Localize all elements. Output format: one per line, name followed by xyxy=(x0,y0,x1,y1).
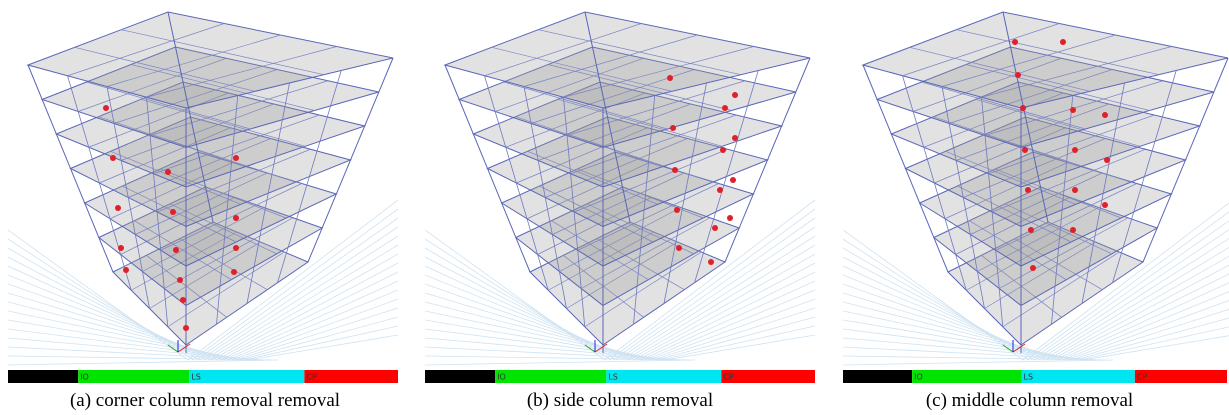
plastic-hinge xyxy=(1102,202,1108,208)
plastic-hinge xyxy=(1104,157,1110,163)
plastic-hinge xyxy=(712,225,718,231)
ground-grid xyxy=(425,360,695,365)
legend-label: IO xyxy=(914,373,923,382)
ground-grid xyxy=(244,326,398,360)
plastic-hinge xyxy=(165,169,171,175)
ground-grid xyxy=(661,326,815,360)
plastic-hinge xyxy=(103,105,109,111)
plastic-hinge xyxy=(1025,187,1031,193)
caption: (c) middle column removal xyxy=(830,390,1229,412)
ground-grid xyxy=(649,299,815,360)
legend-swatch xyxy=(721,370,815,383)
legend-swatch xyxy=(1022,370,1135,383)
caption: (b) side column removal xyxy=(415,390,825,412)
plastic-hinge xyxy=(1060,39,1066,45)
plastic-hinge xyxy=(722,105,728,111)
ground-grid xyxy=(843,360,1113,365)
plastic-hinge xyxy=(123,267,129,273)
legend-swatch xyxy=(425,370,495,383)
plastic-hinge xyxy=(670,125,676,131)
plastic-hinge xyxy=(720,147,726,153)
plastic-hinge xyxy=(233,245,239,251)
legend-swatch xyxy=(304,370,398,383)
plastic-hinge xyxy=(180,297,186,303)
plastic-hinge xyxy=(1102,112,1108,118)
plastic-hinge xyxy=(1070,107,1076,113)
ground-grid xyxy=(232,299,398,360)
legend-swatch xyxy=(843,370,912,383)
legend-label: IO xyxy=(497,373,506,382)
panel-image: IO LS CP xyxy=(8,0,400,388)
plastic-hinge xyxy=(110,155,116,161)
plastic-hinge xyxy=(1020,105,1026,111)
plastic-hinge xyxy=(732,92,738,98)
plastic-hinge xyxy=(667,75,673,81)
plastic-hinge xyxy=(672,167,678,173)
ground-grid xyxy=(1079,326,1229,360)
legend-label: CP xyxy=(723,373,734,382)
panel-image: IO LS CP xyxy=(843,0,1229,388)
legend-label: CP xyxy=(1137,373,1148,382)
legend-swatch xyxy=(8,370,78,383)
plastic-hinge xyxy=(1015,72,1021,78)
plastic-hinge xyxy=(118,245,124,251)
legend-label: LS xyxy=(608,373,618,382)
plastic-hinge xyxy=(231,269,237,275)
legend-swatch xyxy=(78,370,189,383)
plastic-hinge xyxy=(115,205,121,211)
legend-swatch xyxy=(606,370,721,383)
plastic-hinge xyxy=(1022,147,1028,153)
plastic-hinge xyxy=(1072,187,1078,193)
plastic-hinge xyxy=(170,209,176,215)
legend-swatch xyxy=(189,370,304,383)
plastic-hinge xyxy=(233,215,239,221)
plastic-hinge xyxy=(1030,265,1036,271)
caption: (a) corner column removal removal xyxy=(0,390,410,412)
plastic-hinge xyxy=(708,259,714,265)
ground-grid xyxy=(236,308,398,360)
legend-label: LS xyxy=(1024,373,1034,382)
plastic-hinge xyxy=(727,215,733,221)
legend-swatch xyxy=(912,370,1021,383)
plastic-hinge xyxy=(1028,227,1034,233)
panel-image: IO LS CP xyxy=(425,0,817,388)
plastic-hinge xyxy=(233,155,239,161)
plastic-hinge xyxy=(1072,147,1078,153)
plastic-hinge xyxy=(173,247,179,253)
plastic-hinge xyxy=(183,325,189,331)
plastic-hinge xyxy=(717,187,723,193)
plastic-hinge xyxy=(732,135,738,141)
ground-grid xyxy=(8,360,278,365)
ground-grid xyxy=(1071,308,1229,360)
legend-swatch xyxy=(1135,370,1227,383)
plastic-hinge xyxy=(676,245,682,251)
plastic-hinge xyxy=(1012,39,1018,45)
plastic-hinge xyxy=(674,207,680,213)
ground-grid xyxy=(653,308,815,360)
legend-label: IO xyxy=(80,373,89,382)
legend-label: CP xyxy=(306,373,317,382)
figure: IO LS CP IO LS CP IO LS CP (a) corner column r… xyxy=(0,0,1229,415)
plastic-hinge xyxy=(1070,227,1076,233)
legend-label: LS xyxy=(191,373,201,382)
plastic-hinge xyxy=(177,277,183,283)
legend-swatch xyxy=(495,370,606,383)
plastic-hinge xyxy=(730,177,736,183)
